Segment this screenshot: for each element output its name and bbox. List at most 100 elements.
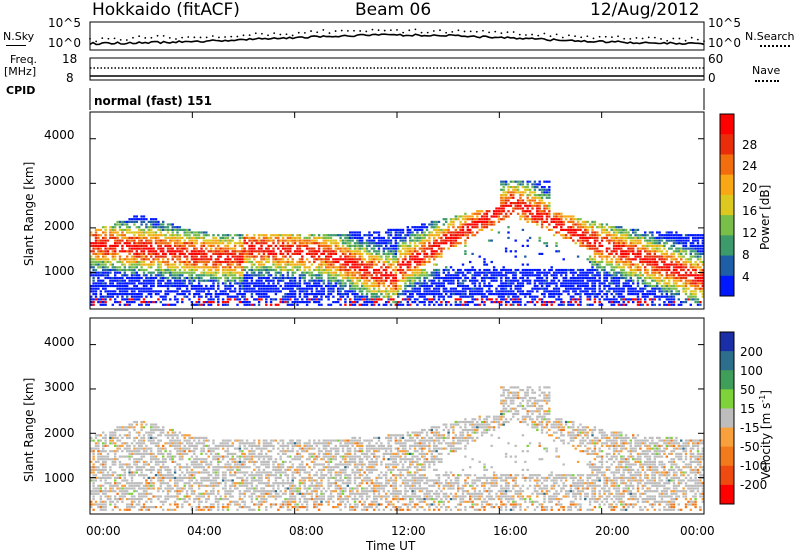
- power-cell: [126, 244, 129, 247]
- power-cell: [557, 220, 561, 223]
- power-cell: [615, 231, 618, 234]
- power-cell: [109, 226, 112, 229]
- power-cell: [281, 247, 285, 250]
- power-cell: [262, 234, 266, 237]
- power-cell: [106, 295, 110, 298]
- power-cell: [183, 293, 186, 296]
- power-cell: [94, 293, 98, 296]
- power-cell: [193, 250, 196, 253]
- power-cell: [533, 196, 537, 199]
- power-cell: [195, 234, 198, 237]
- power-cell: [159, 226, 162, 229]
- power-cell: [418, 295, 421, 298]
- power-cell: [320, 252, 323, 255]
- power-cell: [469, 260, 472, 264]
- power-cell: [154, 290, 158, 293]
- power-cell: [303, 260, 306, 264]
- power-cell: [418, 274, 421, 277]
- power-cell: [104, 276, 107, 280]
- power-cell: [600, 266, 604, 269]
- power-cell: [267, 284, 270, 288]
- power-cell: [385, 301, 388, 304]
- power-cell: [169, 228, 172, 231]
- xtick: 08:00: [289, 524, 324, 538]
- power-cell: [579, 282, 582, 285]
- power-cell: [205, 271, 208, 274]
- power-cell: [138, 293, 141, 296]
- power-cell: [620, 239, 623, 242]
- power-cell: [164, 271, 167, 274]
- power-cell: [485, 268, 489, 272]
- power-cell: [327, 247, 330, 250]
- power-cell: [190, 250, 194, 253]
- power-cell: [488, 290, 491, 293]
- power-cell: [536, 287, 539, 290]
- power-cell: [632, 252, 635, 255]
- power-cell: [344, 258, 347, 261]
- nsearch-dot: [494, 30, 497, 33]
- power-cell: [509, 204, 513, 207]
- power-cell: [260, 276, 263, 280]
- power-cell: [188, 274, 191, 277]
- nsky-label: N.Sky: [3, 30, 35, 43]
- power-cell: [644, 258, 647, 261]
- power-cell: [344, 271, 347, 274]
- power-cell: [92, 260, 95, 264]
- power-cell: [133, 266, 136, 269]
- power-cell: [298, 242, 302, 245]
- power-cell: [226, 263, 230, 266]
- power-cell: [593, 242, 597, 245]
- nsearch-dot: [678, 37, 681, 40]
- power-cell: [608, 247, 611, 250]
- power-cell: [176, 301, 179, 304]
- power-cell: [473, 282, 477, 285]
- power-cell: [298, 293, 302, 296]
- power-cell: [207, 239, 210, 242]
- power-cell: [476, 298, 479, 301]
- power-cell: [126, 301, 129, 304]
- power-cell: [562, 234, 565, 237]
- power-cell: [260, 282, 263, 285]
- power-cell: [142, 236, 146, 239]
- power-cell: [269, 252, 273, 255]
- power-cell: [409, 239, 412, 242]
- power-cell: [377, 255, 381, 258]
- power-cell: [651, 301, 654, 304]
- power-cell: [370, 276, 373, 280]
- power-cell: [135, 231, 138, 234]
- power-cell: [442, 242, 445, 245]
- power-cell: [169, 268, 172, 272]
- power-cell: [140, 301, 143, 304]
- power-cell: [632, 228, 635, 231]
- power-cell: [185, 250, 189, 253]
- power-cell: [382, 279, 385, 282]
- power-cell: [171, 290, 174, 293]
- power-cell: [382, 247, 385, 250]
- power-cell: [413, 244, 417, 247]
- power-cell: [133, 295, 136, 298]
- power-cell: [344, 247, 347, 250]
- power-cell: [126, 298, 129, 301]
- power-cell: [121, 220, 124, 223]
- power-cell: [572, 279, 575, 282]
- power-cell: [500, 274, 503, 277]
- power-cell: [608, 263, 611, 266]
- nsearch-dot: [95, 40, 98, 43]
- power-cell: [260, 244, 263, 247]
- power-cell: [272, 276, 275, 280]
- power-cell: [538, 239, 541, 242]
- power-cell: [452, 234, 455, 237]
- power-cell: [480, 226, 484, 229]
- power-cell: [591, 303, 594, 306]
- power-cell: [94, 234, 98, 237]
- power-cell: [106, 293, 110, 296]
- power-cell: [337, 287, 340, 290]
- power-cell: [627, 274, 630, 277]
- power-cell: [176, 228, 179, 231]
- power-cell: [193, 284, 196, 288]
- power-cell: [469, 293, 472, 296]
- power-cell: [154, 226, 158, 229]
- power-cell: [257, 295, 261, 298]
- power-cell: [164, 260, 167, 264]
- power-cell: [166, 268, 170, 272]
